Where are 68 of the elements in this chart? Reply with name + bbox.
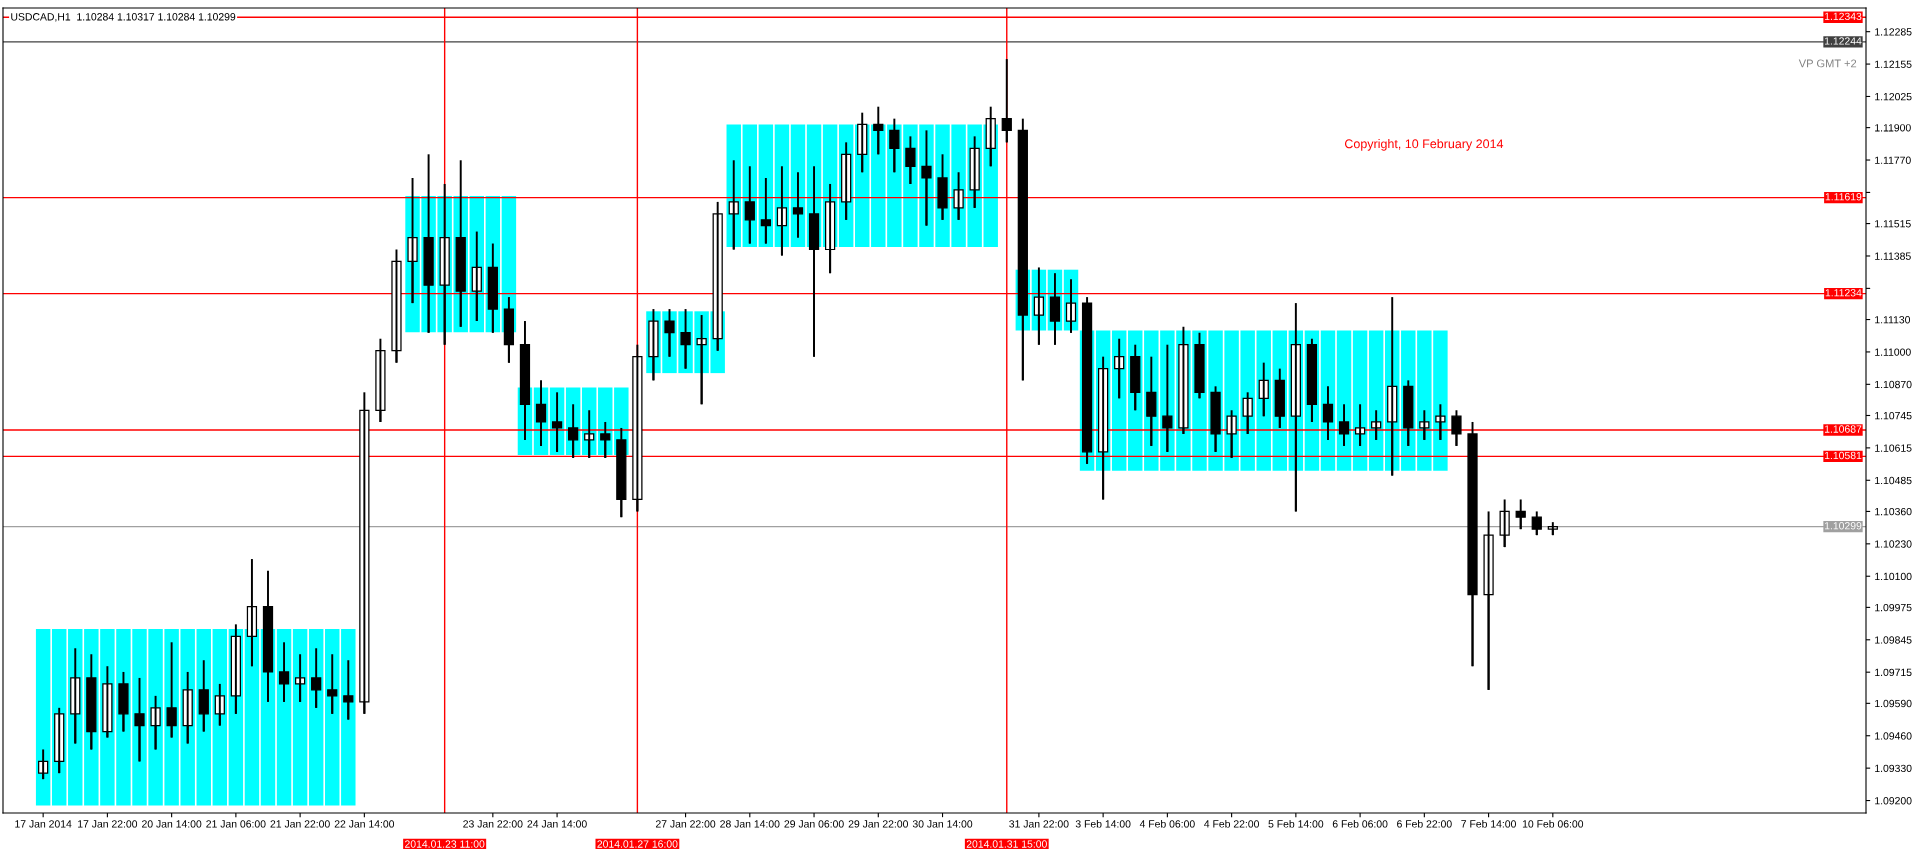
y-tick-label: 1.11130 <box>1875 316 1911 324</box>
x-tick-label: 30 Jan 14:00 <box>912 820 973 828</box>
x-tick-label: 21 Jan 06:00 <box>206 820 266 828</box>
x-tick-label: 24 Jan 14:00 <box>527 820 587 828</box>
x-tick-label: 10 Feb 06:00 <box>1522 819 1584 828</box>
annotation: Copyright, 10 February 2014 <box>1344 139 1504 151</box>
ref-line-label: 1.11619 <box>1825 193 1862 201</box>
y-tick-label: 1.09715 <box>1875 668 1912 677</box>
x-tick-label: 4 Feb 06:00 <box>1139 819 1195 828</box>
x-tick-label: 2014.01.27 16:00 <box>597 840 678 848</box>
x-tick-label: 23 Jan 22:00 <box>463 820 523 828</box>
y-tick-label: 1.10870 <box>1875 380 1912 389</box>
y-tick-label: 1.10745 <box>1875 411 1912 420</box>
y-tick-label: 1.09460 <box>1875 732 1912 740</box>
x-tick-label: 28 Jan 14:00 <box>720 820 780 828</box>
bar <box>325 629 340 806</box>
x-tick-label: 27 Jan 22:00 <box>655 820 716 828</box>
annotation: VP GMT +2 <box>1798 59 1857 68</box>
ref-line-label: 1.12244 <box>1824 37 1862 45</box>
y-tick-label: 1.11515 <box>1875 220 1911 228</box>
bar <box>308 629 324 806</box>
y-tick-label: 1.09330 <box>1875 764 1912 773</box>
bar <box>1352 330 1368 471</box>
x-tick-label: 29 Jan 06:00 <box>784 820 844 828</box>
x-tick-label: 2014.01.23 11:00 <box>405 840 485 848</box>
x-tick-label: 17 Jan 2014 <box>15 820 72 828</box>
x-tick-label: 22 Jan 14:00 <box>334 820 395 828</box>
y-tick-label: 1.12155 <box>1875 60 1912 68</box>
bar <box>1368 330 1384 471</box>
chart-title: USDCAD,H1 1.10284 1.10317 1.10284 1.10299 <box>11 13 236 22</box>
x-tick-label: 2014.01.31 15:00 <box>966 840 1047 848</box>
x-tick-label: 6 Feb 22:00 <box>1397 819 1452 828</box>
ref-line-label: 1.10581 <box>1824 451 1862 460</box>
y-tick-label: 1.12285 <box>1875 28 1912 36</box>
bar <box>276 629 292 806</box>
y-tick-label: 1.11000 <box>1875 348 1911 356</box>
y-tick-label: 1.09845 <box>1875 636 1912 644</box>
x-tick-label: 4 Feb 22:00 <box>1204 819 1260 828</box>
x-tick-label: 29 Jan 22:00 <box>848 820 908 828</box>
y-tick-label: 1.11900 <box>1875 124 1911 132</box>
bar <box>341 629 356 806</box>
candlestick <box>1435 403 1446 441</box>
y-tick-label: 1.11385 <box>1875 252 1911 260</box>
ref-line-label: 1.10299 <box>1824 522 1862 530</box>
x-tick-label: 17 Jan 22:00 <box>78 820 138 828</box>
y-tick-label: 1.10100 <box>1875 572 1912 581</box>
x-tick-label: 31 Jan 22:00 <box>1009 820 1069 828</box>
x-tick-label: 6 Feb 06:00 <box>1332 819 1388 828</box>
y-tick-label: 1.10360 <box>1875 507 1912 516</box>
x-tick-label: 3 Feb 14:00 <box>1075 819 1131 828</box>
x-tick-label: 20 Jan 14:00 <box>142 820 202 828</box>
ref-line-label: 1.12343 <box>1824 12 1862 21</box>
y-tick-label: 1.10615 <box>1875 444 1912 452</box>
y-tick-label: 1.09590 <box>1875 699 1912 708</box>
y-tick-label: 1.10230 <box>1875 540 1912 548</box>
y-tick-label: 1.10485 <box>1875 476 1912 485</box>
y-tick-label: 1.12025 <box>1875 92 1912 101</box>
y-tick-label: 1.09200 <box>1875 797 1912 805</box>
bar <box>212 629 228 806</box>
x-tick-label: 7 Feb 14:00 <box>1461 819 1516 828</box>
ref-line-label: 1.11234 <box>1825 289 1862 297</box>
bar <box>292 629 308 806</box>
y-tick-label: 1.11770 <box>1875 156 1911 164</box>
x-tick-label: 5 Feb 14:00 <box>1268 819 1324 828</box>
y-tick-label: 1.09975 <box>1875 603 1912 612</box>
bar <box>35 629 51 806</box>
ref-line-label: 1.10687 <box>1824 425 1862 433</box>
x-tick-label: 21 Jan 22:00 <box>270 820 330 828</box>
